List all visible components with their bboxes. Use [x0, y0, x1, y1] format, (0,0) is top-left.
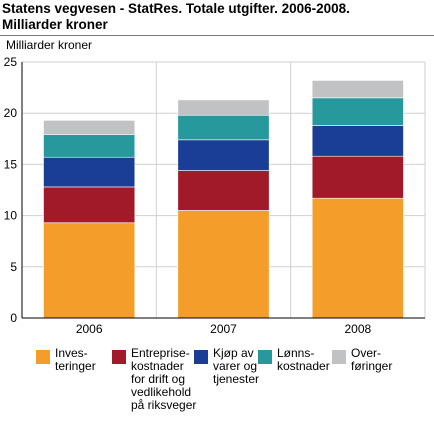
title-divider	[0, 35, 434, 36]
bar-segment-2008-1	[311, 155, 404, 199]
bar-segment-2007-3	[177, 114, 270, 141]
chart-title-line-2: Milliarder kroner	[2, 17, 108, 32]
bar-segment-2006-3	[43, 134, 136, 158]
bar-segment-2008-3	[311, 97, 404, 126]
bar-segment-2008-2	[311, 125, 404, 157]
y-tick-label: 20	[4, 106, 18, 120]
legend-item-lonn: Lønns- kostnader	[258, 347, 330, 373]
legend-item-kjop: Kjøp av varer og tjenester	[194, 347, 259, 386]
legend-swatch-kjop	[194, 350, 208, 364]
chart-title: Statens vegvesen - StatRes. Totale utgif…	[2, 1, 432, 33]
y-tick-label: 25	[4, 55, 18, 69]
legend-item-entreprise: Entreprise- kostnader for drift og vedli…	[112, 347, 196, 412]
legend-label-investeringer: Inves- teringer	[55, 346, 96, 373]
y-tick-label: 15	[4, 157, 18, 171]
y-tick-label: 5	[10, 260, 17, 274]
stacked-bar-chart: Milliarder kroner 0 5 10 15 20 25 2006 2007 2008	[4, 38, 426, 336]
bar-segment-2006-4	[43, 120, 136, 136]
legend-label-entreprise: Entreprise- kostnader for drift og vedli…	[131, 346, 197, 412]
legend-item-overforinger: Over- føringer	[332, 347, 392, 373]
bar-segment-2008-0	[311, 197, 404, 319]
y-axis-label: Milliarder kroner	[6, 38, 92, 52]
legend-label-lonn: Lønns- kostnader	[277, 346, 330, 373]
chart-title-line-1: Statens vegvesen - StatRes. Totale utgif…	[2, 1, 350, 16]
bar-segment-2007-4	[177, 99, 270, 116]
bar-segment-2007-2	[177, 139, 270, 171]
bar-segment-2006-1	[43, 186, 136, 224]
bar-segment-2006-2	[43, 156, 136, 188]
legend-swatch-investeringer	[36, 350, 50, 364]
legend-label-overforinger: Over- føringer	[351, 346, 393, 373]
legend-swatch-entreprise	[112, 350, 126, 364]
legend-swatch-lonn	[258, 350, 272, 364]
legend-label-kjop: Kjøp av varer og tjenester	[213, 346, 260, 386]
y-tick-label: 10	[4, 209, 18, 223]
y-tick-label: 0	[10, 311, 17, 325]
bar-segment-2007-0	[177, 210, 270, 319]
legend-swatch-overforinger	[332, 350, 346, 364]
chart-legend: Inves- teringer Entreprise- kostnader for…	[36, 347, 434, 423]
legend-item-investeringer: Inves- teringer	[36, 347, 96, 373]
x-tick-label: 2008	[344, 322, 371, 336]
bar-segment-2006-0	[43, 222, 136, 319]
x-tick-label: 2007	[210, 322, 237, 336]
bar-segment-2007-1	[177, 170, 270, 211]
bar-segment-2008-4	[311, 80, 404, 99]
x-tick-label: 2006	[76, 322, 103, 336]
